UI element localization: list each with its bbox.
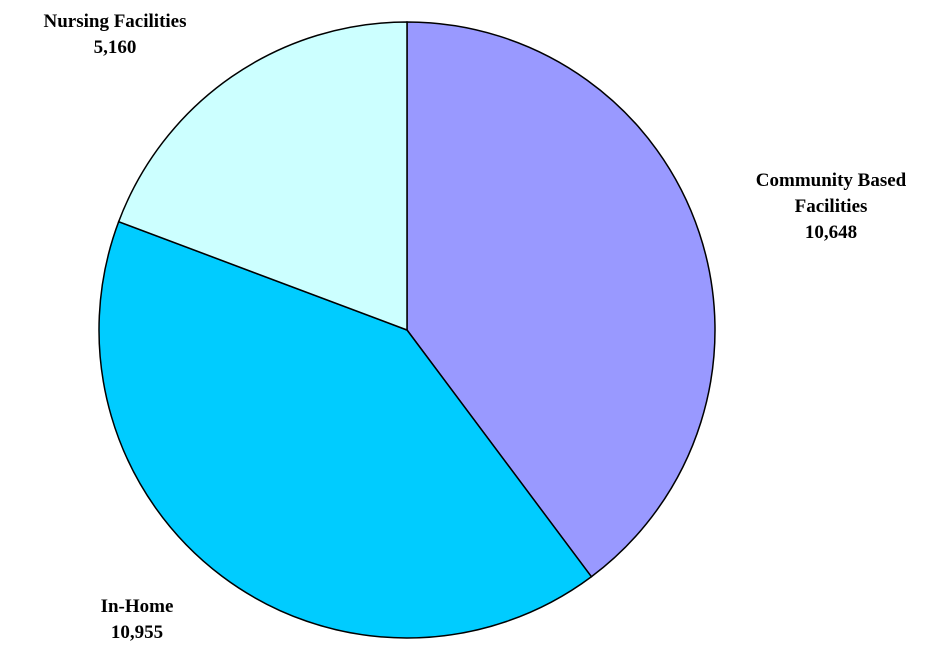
pie-slice-1	[98, 220, 593, 639]
pie-slice-label-1: In-Home 10,955	[101, 596, 174, 643]
pie-slice-0	[406, 21, 716, 578]
slice-category-label: Community Based	[756, 170, 907, 191]
pie-slice-label-0: Community Based Facilities 10,648	[756, 170, 907, 243]
pie-labels: Community Based Facilities 10,648 In-Home 10…	[43, 11, 906, 643]
slice-value-label: 10,955	[111, 622, 163, 643]
slice-category-label: Nursing Facilities	[43, 11, 186, 32]
slice-value-label: 5,160	[94, 37, 137, 58]
pie-slice-2	[117, 21, 408, 332]
slice-category-label: In-Home	[101, 596, 174, 617]
pie-slice-label-2: Nursing Facilities 5,160	[43, 11, 186, 58]
pie-slices	[98, 21, 716, 639]
slice-category-label: Facilities	[795, 196, 868, 217]
slice-value-label: 10,648	[805, 222, 857, 243]
